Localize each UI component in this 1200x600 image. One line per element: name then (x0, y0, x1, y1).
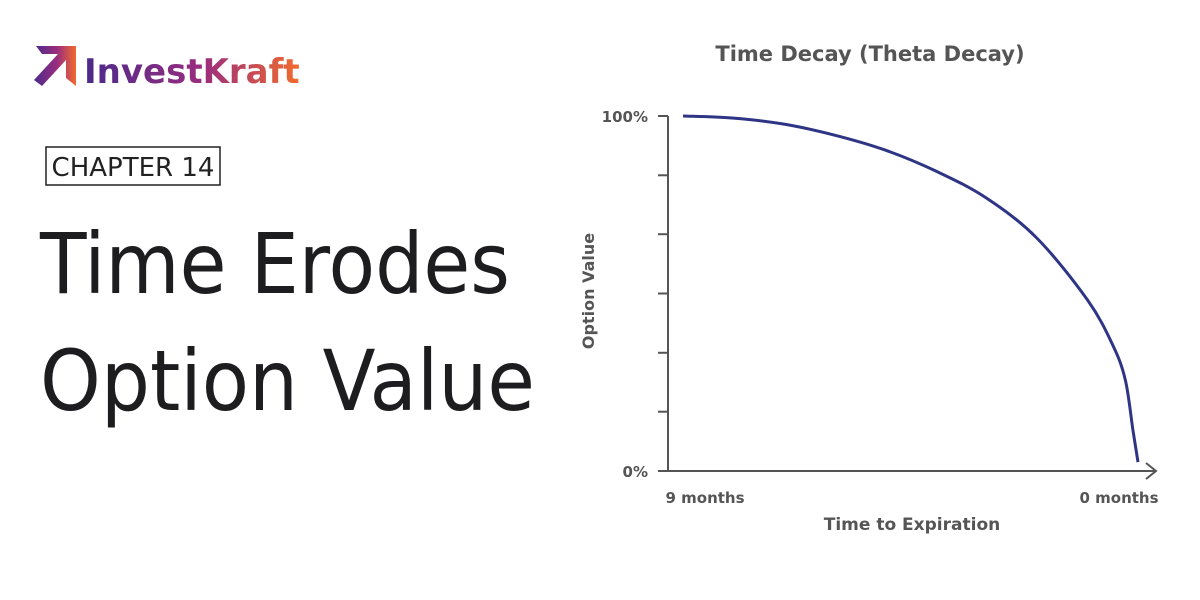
x-tick-label: 0 months (1079, 489, 1158, 507)
x-axis-label: Time to Expiration (824, 515, 1000, 535)
line-series (682, 114, 1140, 463)
x-axis-arrow (1145, 462, 1158, 480)
headline: Time Erodes (39, 215, 510, 313)
chart-title: Time Decay (Theta Decay) (715, 42, 1024, 66)
chapter-box (45, 146, 221, 186)
brand: InvestKraft (84, 52, 300, 92)
y-tick-label: 0% (623, 463, 648, 481)
headline: Option Value (40, 332, 535, 430)
y-axis-label: Option Value (579, 233, 598, 349)
y-tick-label: 100% (602, 108, 648, 126)
logo-icon (34, 46, 76, 86)
chapter: CHAPTER 14 (52, 153, 215, 183)
chart: Time Decay (Theta Decay) Time to Expirat… (579, 42, 1159, 535)
x-tick-label: 9 months (665, 489, 744, 507)
